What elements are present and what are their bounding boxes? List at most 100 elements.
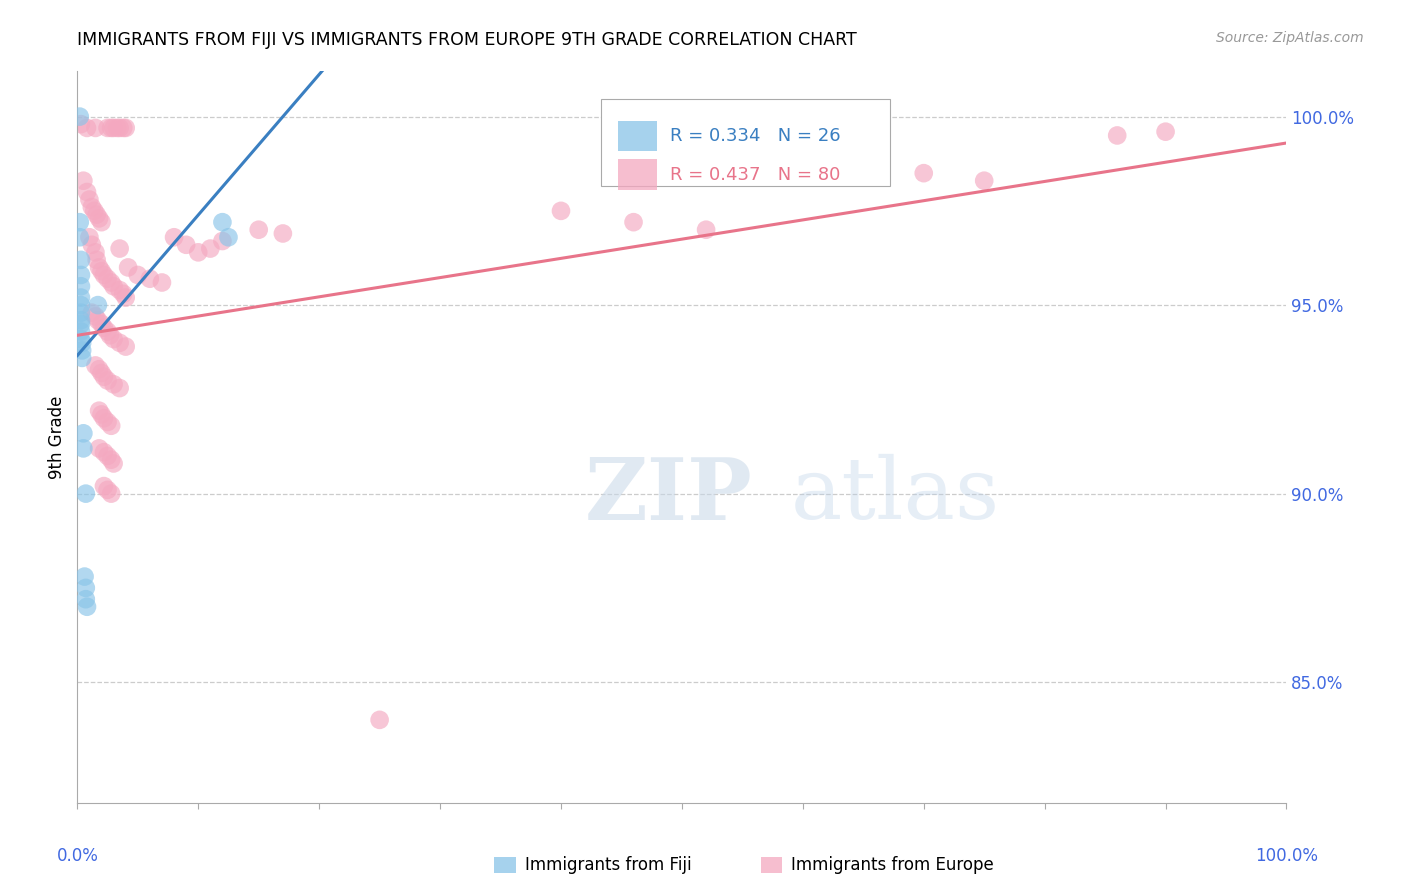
Point bbox=[100, 418, 122, 433]
Point bbox=[96, 483, 118, 497]
Point bbox=[83, 203, 105, 218]
Point bbox=[93, 268, 115, 282]
Point bbox=[70, 279, 93, 293]
Point bbox=[69, 215, 91, 229]
Point bbox=[114, 120, 136, 135]
Point bbox=[912, 166, 935, 180]
Point bbox=[114, 340, 136, 354]
Point bbox=[75, 592, 97, 607]
Point bbox=[70, 291, 93, 305]
Point bbox=[75, 486, 97, 500]
Point bbox=[90, 317, 112, 331]
Point bbox=[695, 223, 717, 237]
Point bbox=[87, 362, 110, 376]
Point bbox=[163, 230, 186, 244]
Point bbox=[70, 317, 93, 331]
Text: IMMIGRANTS FROM FIJI VS IMMIGRANTS FROM EUROPE 9TH GRADE CORRELATION CHART: IMMIGRANTS FROM FIJI VS IMMIGRANTS FROM … bbox=[77, 31, 858, 49]
Point bbox=[103, 457, 125, 471]
Point bbox=[72, 174, 94, 188]
Point bbox=[72, 426, 94, 441]
Point bbox=[70, 268, 93, 282]
Point bbox=[139, 271, 162, 285]
Point bbox=[100, 276, 122, 290]
Point bbox=[87, 313, 110, 327]
Point bbox=[86, 208, 108, 222]
Point bbox=[100, 486, 122, 500]
Point bbox=[70, 343, 93, 358]
Point bbox=[93, 320, 115, 334]
Point bbox=[90, 264, 112, 278]
Bar bbox=[495, 857, 516, 873]
Bar bbox=[617, 120, 657, 152]
Point bbox=[70, 252, 93, 267]
Point bbox=[368, 713, 391, 727]
Point bbox=[70, 332, 93, 346]
Point bbox=[105, 120, 128, 135]
Point bbox=[550, 203, 572, 218]
Point bbox=[108, 381, 131, 395]
Point bbox=[100, 120, 122, 135]
Point bbox=[117, 260, 139, 275]
Point bbox=[218, 230, 240, 244]
Point bbox=[108, 335, 131, 350]
Point bbox=[96, 449, 118, 463]
Point bbox=[75, 581, 97, 595]
Point bbox=[70, 325, 93, 339]
Text: R = 0.334   N = 26: R = 0.334 N = 26 bbox=[669, 127, 841, 145]
Point bbox=[84, 310, 107, 324]
Point bbox=[623, 215, 645, 229]
Point bbox=[84, 245, 107, 260]
Point bbox=[79, 230, 101, 244]
Text: R = 0.437   N = 80: R = 0.437 N = 80 bbox=[669, 166, 841, 184]
Text: Source: ZipAtlas.com: Source: ZipAtlas.com bbox=[1216, 31, 1364, 45]
Point bbox=[98, 328, 121, 343]
Point bbox=[112, 120, 135, 135]
Point bbox=[96, 374, 118, 388]
Point bbox=[108, 283, 131, 297]
Point bbox=[100, 452, 122, 467]
Point bbox=[187, 245, 209, 260]
Point bbox=[96, 415, 118, 429]
Point bbox=[200, 242, 222, 256]
Text: atlas: atlas bbox=[790, 454, 1000, 537]
Point bbox=[84, 359, 107, 373]
Point bbox=[70, 313, 93, 327]
Point bbox=[70, 117, 93, 131]
Bar bbox=[761, 857, 782, 873]
Point bbox=[90, 408, 112, 422]
Point bbox=[69, 230, 91, 244]
Point bbox=[90, 366, 112, 380]
Point bbox=[127, 268, 149, 282]
Bar bbox=[617, 160, 657, 190]
Point bbox=[93, 479, 115, 493]
Point bbox=[93, 445, 115, 459]
Point bbox=[150, 276, 173, 290]
Point bbox=[174, 237, 197, 252]
Point bbox=[70, 306, 93, 320]
Point bbox=[79, 193, 101, 207]
FancyBboxPatch shape bbox=[600, 99, 890, 186]
Point bbox=[108, 120, 131, 135]
Point bbox=[93, 411, 115, 425]
Point bbox=[80, 306, 103, 320]
Text: Immigrants from Fiji: Immigrants from Fiji bbox=[524, 856, 692, 874]
Point bbox=[93, 369, 115, 384]
Point bbox=[90, 215, 112, 229]
Point bbox=[96, 325, 118, 339]
Y-axis label: 9th Grade: 9th Grade bbox=[48, 395, 66, 479]
Point bbox=[103, 332, 125, 346]
Text: ZIP: ZIP bbox=[585, 454, 754, 538]
Point bbox=[96, 120, 118, 135]
Point bbox=[87, 403, 110, 417]
Point bbox=[211, 234, 233, 248]
Point bbox=[80, 237, 103, 252]
Point bbox=[96, 271, 118, 285]
Point bbox=[87, 442, 110, 456]
Point bbox=[86, 252, 108, 267]
Point bbox=[87, 298, 110, 312]
Point bbox=[87, 211, 110, 226]
Point bbox=[103, 120, 125, 135]
Point bbox=[103, 377, 125, 392]
Point bbox=[76, 185, 98, 199]
Point bbox=[1154, 125, 1177, 139]
